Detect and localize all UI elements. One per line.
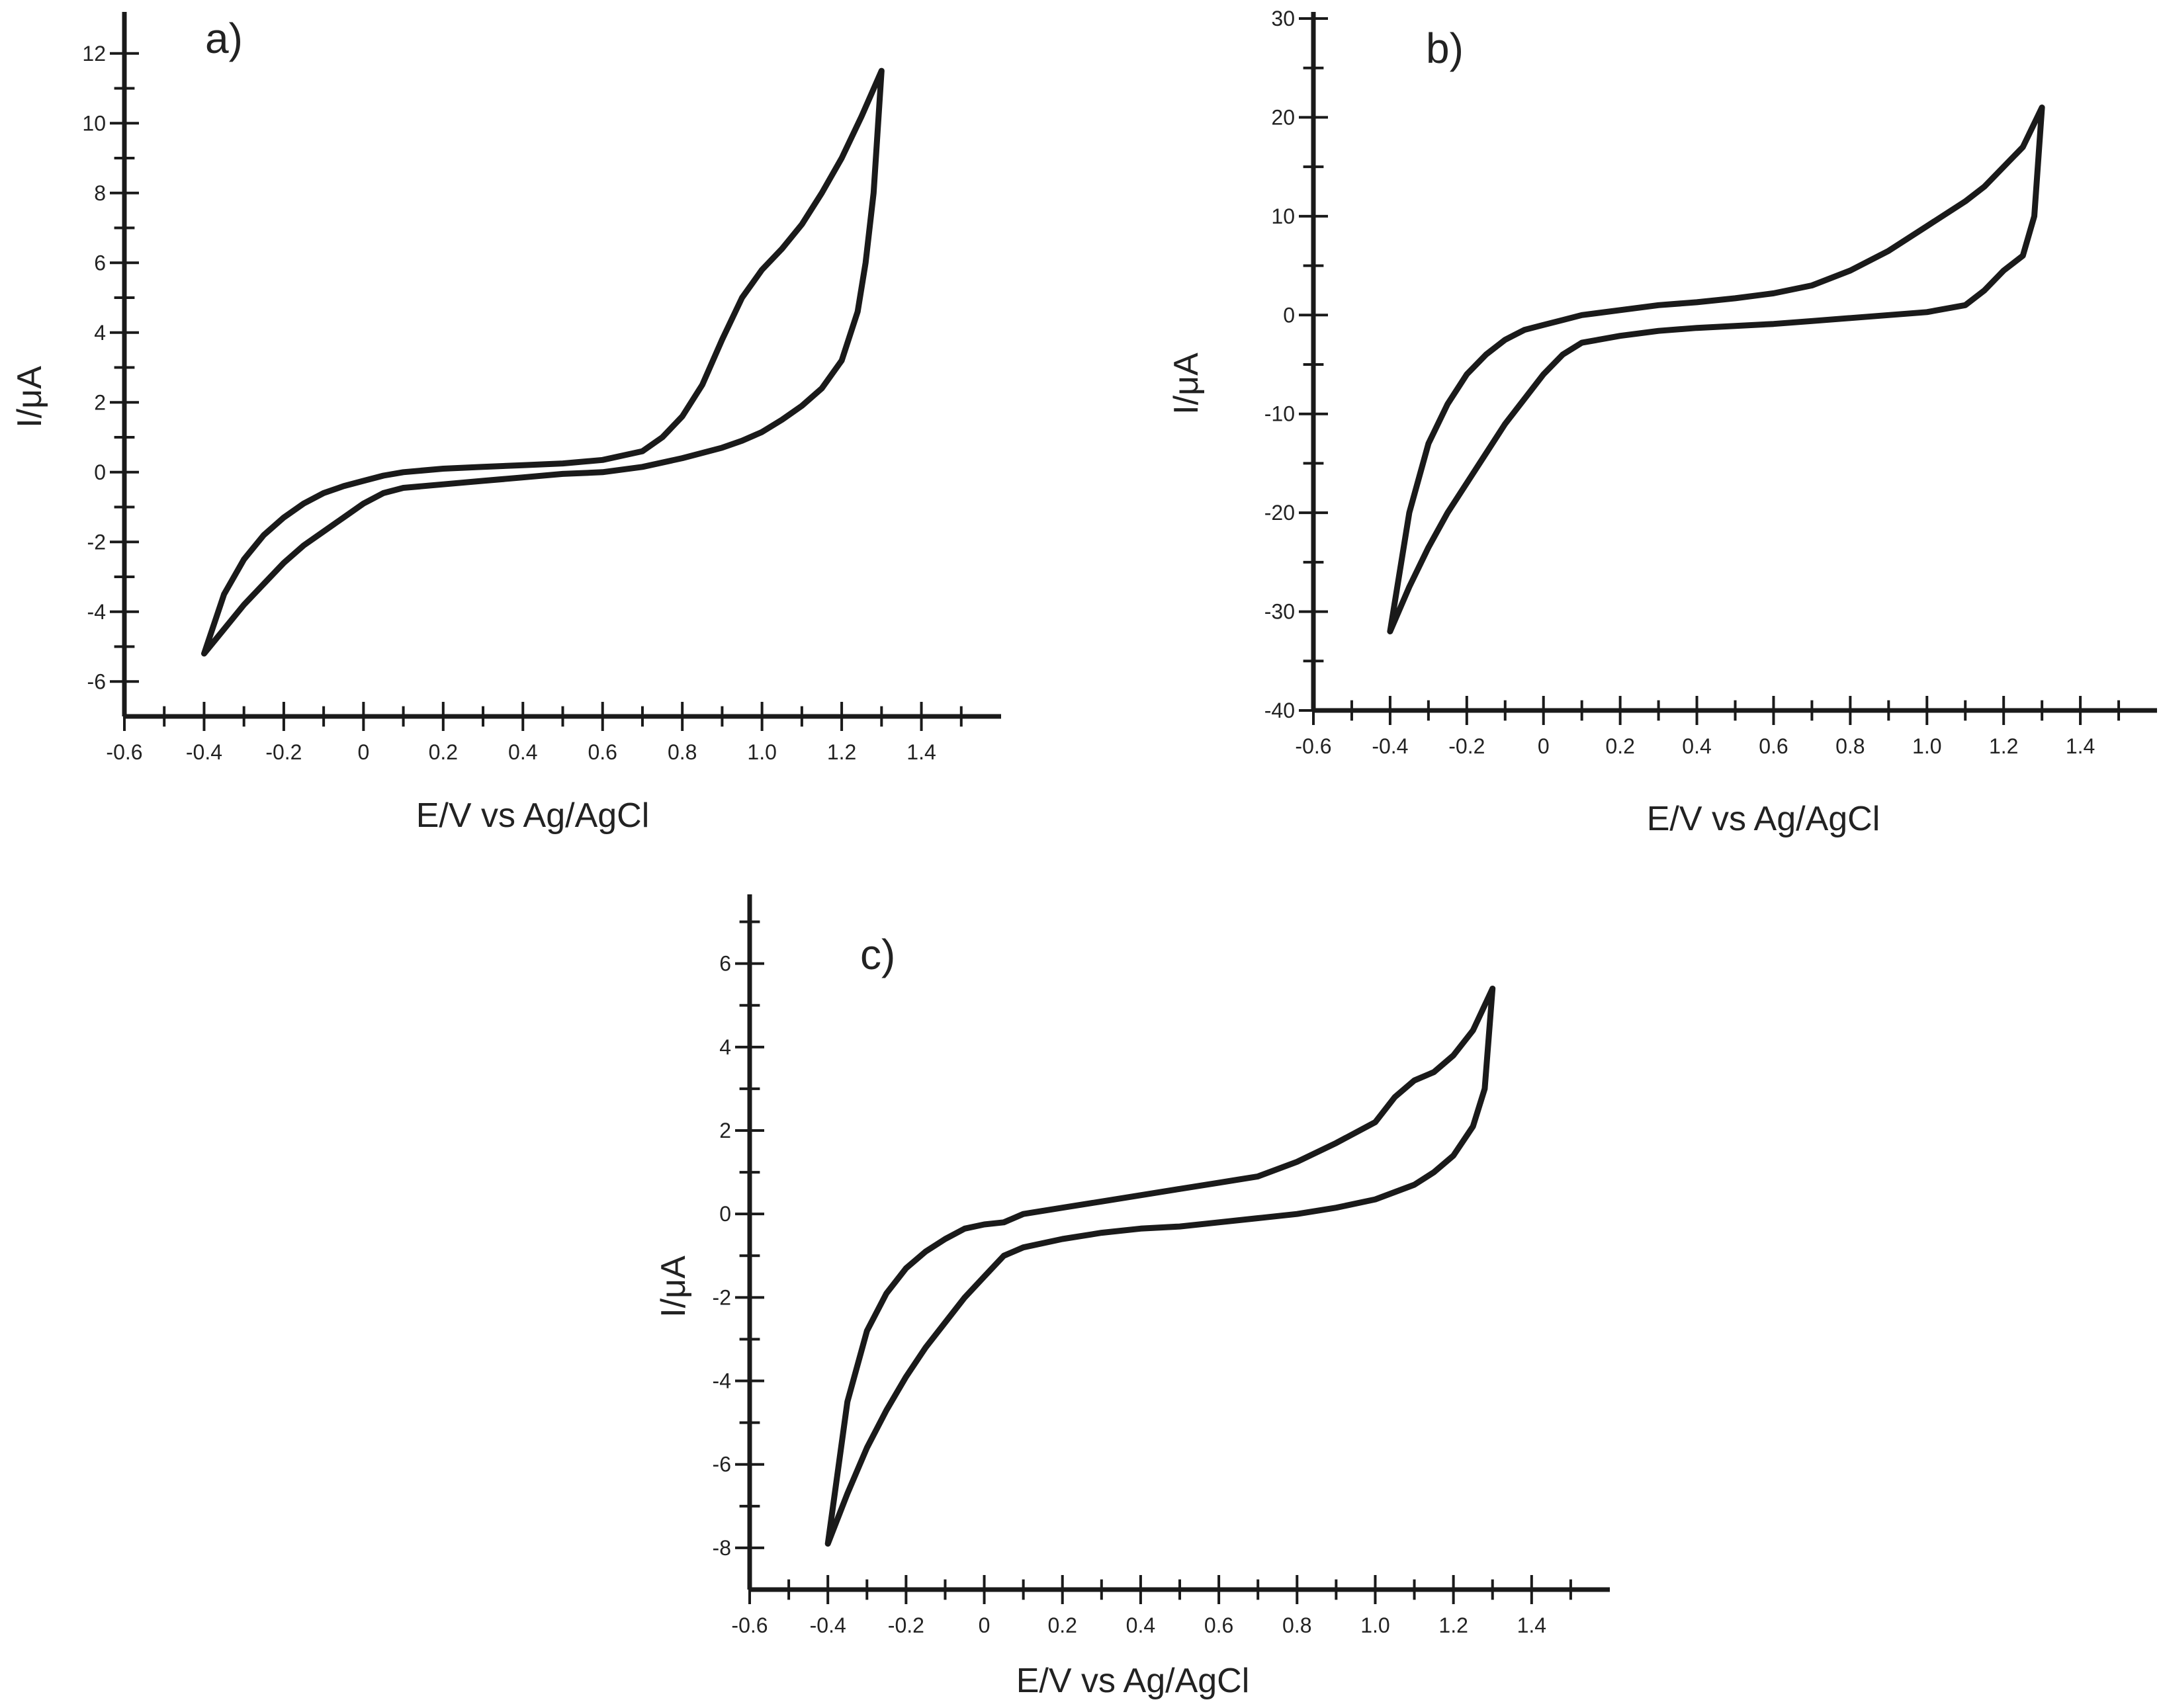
x-tick-label: 0.6 xyxy=(1204,1613,1233,1637)
x-tick-label: -0.6 xyxy=(106,740,142,764)
y-tick-label: -4 xyxy=(713,1369,731,1393)
y-tick-label: 8 xyxy=(94,181,106,205)
x-tick-label: 0.2 xyxy=(429,740,458,764)
x-tick-label: -0.2 xyxy=(1448,734,1485,758)
y-tick-label: -4 xyxy=(87,600,106,624)
x-tick-label: -0.4 xyxy=(810,1613,846,1637)
y-tick-label: -30 xyxy=(1264,600,1295,624)
x-tick-label: -0.4 xyxy=(1372,734,1408,758)
y-tick-label: 6 xyxy=(94,251,106,275)
x-tick-label: 1.0 xyxy=(747,740,776,764)
panel-label: b) xyxy=(1426,24,1464,72)
x-tick-label: 0.2 xyxy=(1047,1613,1077,1637)
y-axis-title: I/μA xyxy=(654,1256,693,1318)
y-tick-label: 4 xyxy=(94,321,106,345)
x-tick-label: 0.6 xyxy=(588,740,617,764)
y-tick-label: 0 xyxy=(1283,303,1295,327)
x-tick-label: 0.4 xyxy=(508,740,537,764)
x-tick-label: -0.6 xyxy=(731,1613,768,1637)
x-tick-label: 0 xyxy=(1538,734,1550,758)
x-tick-label: 0.2 xyxy=(1605,734,1634,758)
x-tick-label: 0 xyxy=(979,1613,991,1637)
x-axis-title: E/V vs Ag/AgCl xyxy=(1016,1662,1250,1700)
x-tick-label: 1.4 xyxy=(1517,1613,1546,1637)
y-tick-label: 2 xyxy=(719,1119,731,1142)
x-tick-label: 0.8 xyxy=(668,740,697,764)
x-tick-label: 1.2 xyxy=(1989,734,2018,758)
x-axis-title: E/V vs Ag/AgCl xyxy=(1647,800,1880,838)
y-tick-label: 2 xyxy=(94,390,106,414)
x-tick-label: 0.4 xyxy=(1126,1613,1155,1637)
y-tick-label: -6 xyxy=(87,669,106,693)
x-tick-label: -0.2 xyxy=(888,1613,924,1637)
x-tick-label: 1.0 xyxy=(1912,734,1941,758)
x-tick-label: 0.8 xyxy=(1282,1613,1311,1637)
y-tick-label: 10 xyxy=(82,111,106,135)
y-tick-label: -2 xyxy=(87,530,106,554)
y-tick-label: 0 xyxy=(94,460,106,484)
panel-label: a) xyxy=(205,15,243,62)
x-tick-label: 0 xyxy=(357,740,369,764)
x-tick-label: -0.4 xyxy=(186,740,222,764)
y-tick-label: 0 xyxy=(719,1202,731,1226)
x-tick-label: 0.6 xyxy=(1759,734,1788,758)
y-tick-label: -6 xyxy=(713,1453,731,1476)
x-tick-label: 1.0 xyxy=(1360,1613,1389,1637)
panel-label: c) xyxy=(860,931,895,978)
x-tick-label: -0.2 xyxy=(265,740,302,764)
x-tick-label: 0.4 xyxy=(1682,734,1711,758)
y-tick-label: 10 xyxy=(1271,204,1295,228)
panel-a: -0.6 -0.4 -0.2 0 0.2 0.4 0.6 0.8 1.0 1.2 1.4 -6 -4 -2… xyxy=(11,12,1001,835)
y-axis-title: I/μA xyxy=(1167,353,1206,415)
x-axis-title: E/V vs Ag/AgCl xyxy=(416,796,650,835)
cv-curve xyxy=(824,986,1496,1547)
y-tick-label: 4 xyxy=(719,1035,731,1059)
cv-curve xyxy=(1387,105,2045,634)
y-tick-label: -20 xyxy=(1264,501,1295,525)
y-tick-label: 6 xyxy=(719,952,731,976)
x-tick-label: -0.6 xyxy=(1295,734,1331,758)
y-tick-label: -2 xyxy=(713,1285,731,1309)
y-tick-label: 12 xyxy=(82,42,106,65)
cv-curve xyxy=(201,67,885,657)
x-tick-label: 1.2 xyxy=(827,740,856,764)
y-tick-label: -8 xyxy=(713,1536,731,1560)
x-tick-label: 1.2 xyxy=(1438,1613,1468,1637)
x-tick-label: 0.8 xyxy=(1835,734,1865,758)
y-tick-label: -40 xyxy=(1264,699,1295,722)
y-tick-label: 20 xyxy=(1271,105,1295,129)
panel-c: -0.6 -0.4 -0.2 0 0.2 0.4 0.6 0.8 1.0 1.2 1.4 -8 -6 -4… xyxy=(654,894,1610,1700)
x-tick-label: 1.4 xyxy=(906,740,936,764)
y-axis-title: I/μA xyxy=(11,366,49,428)
x-tick-label: 1.4 xyxy=(2066,734,2095,758)
y-tick-label: -10 xyxy=(1264,402,1295,426)
y-tick-label: 30 xyxy=(1271,7,1295,30)
panel-b: -0.6 -0.4 -0.2 0 0.2 0.4 0.6 0.8 1.0 1.2 1.4 -40 -30… xyxy=(1167,7,2157,838)
